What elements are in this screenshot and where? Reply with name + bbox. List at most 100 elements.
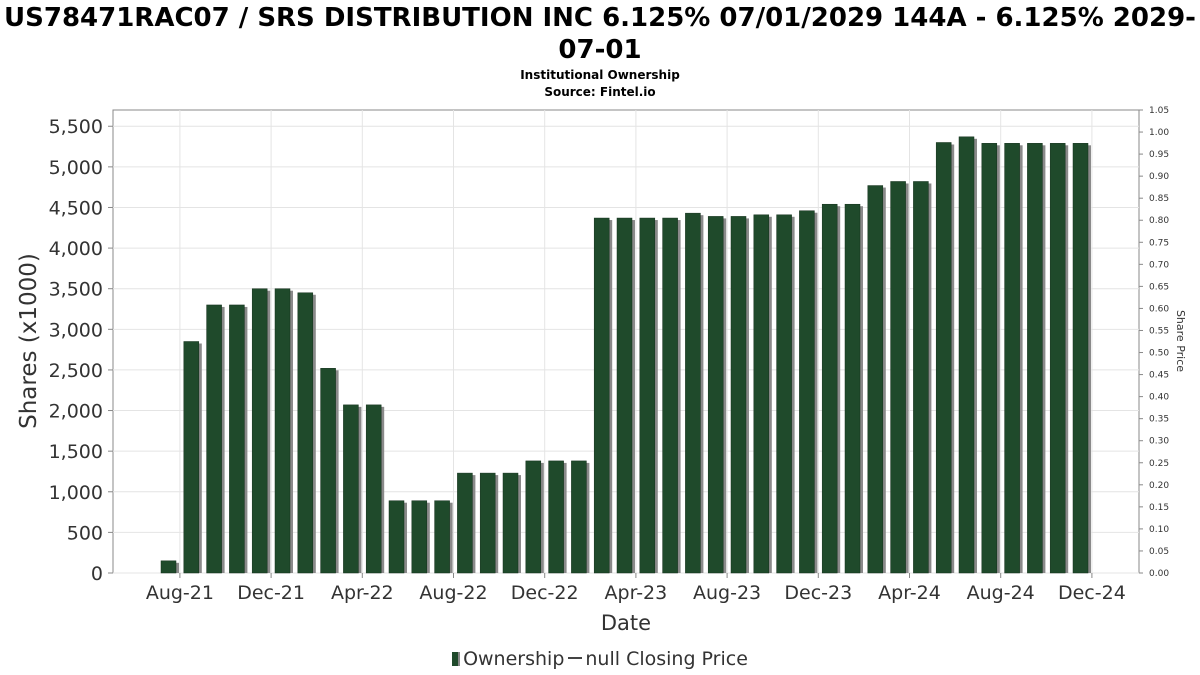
y2-tick-label: 1.05 [1149, 106, 1169, 116]
x-tick-label: Aug-22 [419, 582, 487, 604]
bar [981, 143, 998, 574]
y-tick-label: 2,000 [49, 401, 103, 423]
y2-tick-label: 0.40 [1149, 393, 1169, 403]
x-tick-label: Apr-22 [331, 582, 394, 604]
y2-axis-ticks: 0.00 0.05 0.10 0.15 0.20 0.25 0.30 0.35 0.40 0.45… [1139, 106, 1169, 579]
y2-tick-label: 0.85 [1149, 194, 1169, 204]
bar [525, 460, 542, 574]
y-tick-label: 1,000 [49, 482, 103, 504]
chart-subtitle-line-2: Source: Fintel.io [544, 85, 656, 99]
y-tick-label: 4,000 [49, 238, 103, 260]
x-tick-label: Aug-24 [967, 582, 1035, 604]
bar [935, 142, 952, 574]
bar [776, 214, 792, 574]
y2-tick-label: 0.80 [1149, 216, 1169, 226]
bar [799, 210, 815, 574]
y-axis-label: Shares (x1000) [16, 253, 42, 429]
bar [593, 217, 610, 574]
x-tick-label: Dec-21 [237, 582, 305, 604]
y2-tick-label: 0.95 [1149, 150, 1169, 160]
legend-line-swatch [568, 657, 583, 659]
bar [320, 368, 336, 574]
chart-subtitle-line-1: Institutional Ownership [520, 68, 680, 82]
bar [662, 217, 678, 574]
legend-bar-swatch [452, 652, 461, 666]
bar [867, 185, 884, 574]
bar [707, 216, 724, 574]
x-axis-label: Date [601, 611, 651, 635]
y-tick-label: 5,000 [49, 157, 103, 179]
bar [343, 404, 359, 574]
bar [821, 203, 838, 574]
y2-tick-label: 0.00 [1149, 569, 1169, 579]
y-tick-label: 2,500 [49, 360, 103, 382]
bar [753, 214, 770, 574]
y2-tick-label: 0.05 [1149, 547, 1169, 557]
legend: Ownership null Closing Price [0, 648, 1200, 670]
y2-tick-label: 0.70 [1149, 260, 1169, 270]
y2-tick-label: 0.90 [1149, 172, 1169, 182]
y-tick-label: 3,000 [49, 319, 103, 341]
bar [1049, 143, 1066, 574]
bar [890, 181, 906, 574]
bar [1004, 143, 1020, 574]
bar [1072, 143, 1089, 574]
bar [616, 217, 633, 574]
bar [502, 472, 519, 574]
y2-tick-label: 0.20 [1149, 481, 1169, 491]
bar [434, 500, 450, 574]
x-tick-label: Dec-22 [511, 582, 579, 604]
bar [730, 216, 747, 574]
bar [388, 500, 405, 574]
x-tick-label: Aug-21 [146, 582, 214, 604]
x-tick-label: Apr-23 [605, 582, 668, 604]
y2-tick-label: 1.00 [1149, 128, 1169, 138]
x-tick-label: Dec-24 [1058, 582, 1126, 604]
y-tick-label: 5,500 [49, 116, 103, 138]
bar [1027, 143, 1043, 574]
y2-tick-label: 0.75 [1149, 238, 1169, 248]
y2-tick-label: 0.25 [1149, 459, 1169, 469]
bar [251, 288, 268, 574]
bar [479, 472, 496, 574]
y2-tick-label: 0.45 [1149, 371, 1169, 381]
y2-tick-label: 0.10 [1149, 525, 1169, 535]
x-tick-label: Dec-23 [784, 582, 852, 604]
bar [206, 304, 222, 574]
y2-tick-label: 0.60 [1149, 304, 1169, 314]
x-tick-label: Apr-24 [878, 582, 941, 604]
y-tick-label: 1,500 [49, 441, 103, 463]
legend-closing-price-label: null Closing Price [585, 648, 748, 670]
bar [183, 341, 200, 574]
y-axis-ticks: 0 500 1,000 1,500 2,000 2,500 3,000 3,500 4,000 4… [49, 116, 113, 585]
y-tick-label: 3,500 [49, 279, 103, 301]
y2-tick-label: 0.65 [1149, 282, 1169, 292]
y2-tick-label: 0.35 [1149, 415, 1169, 425]
bar [160, 560, 177, 574]
bar [229, 304, 245, 574]
y2-tick-label: 0.30 [1149, 437, 1169, 447]
y2-tick-label: 0.50 [1149, 349, 1169, 359]
bars-group [160, 136, 1091, 574]
legend-ownership-label: Ownership [463, 648, 565, 670]
bar [844, 203, 861, 574]
chart-title: US78471RAC07 / SRS DISTRIBUTION INC 6.12… [4, 3, 1196, 65]
bar [411, 500, 428, 574]
bar [457, 472, 473, 574]
bar [365, 404, 382, 574]
y2-axis-label: Share Price [1174, 310, 1187, 372]
y-tick-label: 0 [91, 563, 103, 585]
x-tick-label: Aug-23 [693, 582, 761, 604]
bar [913, 181, 929, 574]
bar [571, 460, 587, 574]
y2-tick-label: 0.15 [1149, 503, 1169, 513]
bar [548, 460, 564, 574]
bar [639, 217, 656, 574]
y-tick-label: 4,500 [49, 197, 103, 219]
bar [297, 292, 314, 574]
bar [958, 136, 975, 574]
y-tick-label: 500 [67, 522, 103, 544]
bar [274, 288, 291, 574]
y2-tick-label: 0.55 [1149, 326, 1169, 336]
